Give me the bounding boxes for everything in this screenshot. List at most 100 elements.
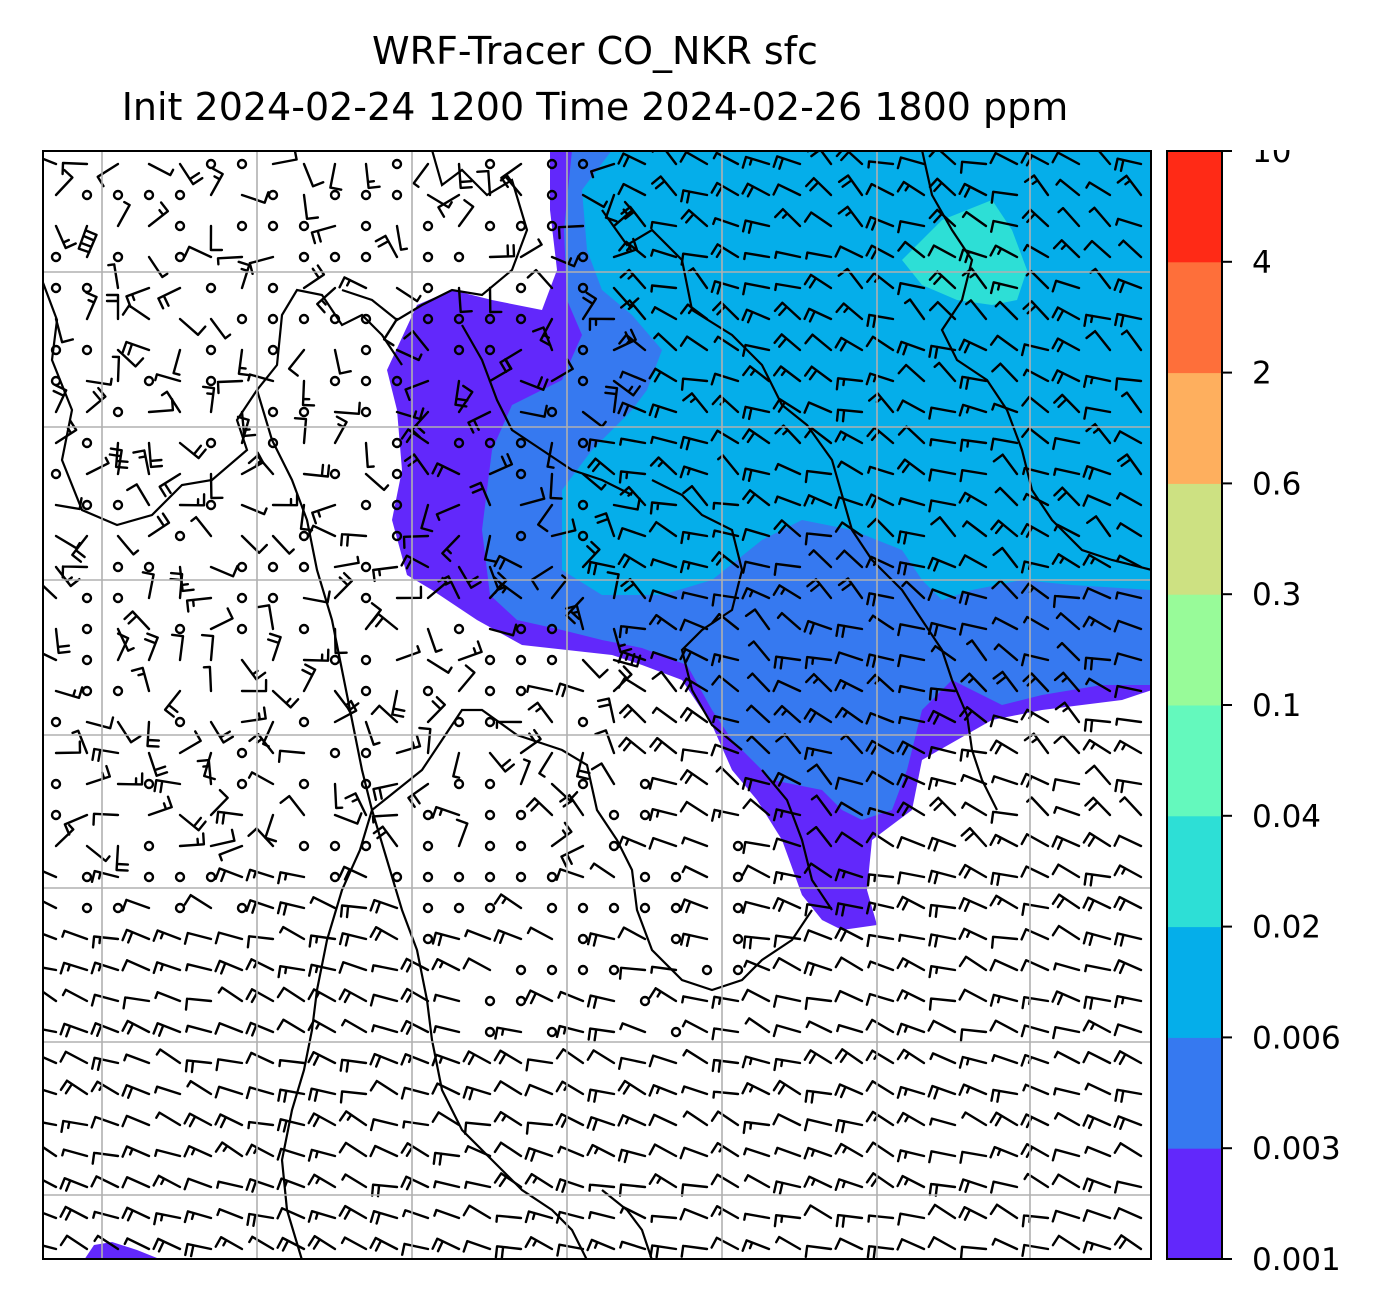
- wind-barb: [806, 763, 833, 786]
- wind-barb: [742, 935, 771, 950]
- calm-wind-marker: [50, 344, 62, 356]
- wind-barb: [928, 933, 957, 948]
- wind-barb: [431, 805, 461, 819]
- wind-barb: [42, 1121, 58, 1127]
- wind-barb: [1053, 734, 1081, 755]
- wind-barb: [469, 481, 492, 507]
- wind-barb: [121, 1114, 151, 1128]
- wind-barb: [1116, 174, 1143, 197]
- wind-barb: [1113, 652, 1143, 666]
- wind-barb: [648, 589, 678, 603]
- wind-barb: [834, 926, 864, 942]
- wind-barb: [302, 590, 331, 604]
- wind-barb: [867, 465, 895, 476]
- wind-barb: [152, 1022, 182, 1037]
- wind-barb: [743, 1147, 771, 1158]
- wind-barb: [834, 651, 864, 665]
- wind-barb: [617, 677, 647, 693]
- wind-barb: [865, 182, 895, 197]
- wind-barb: [302, 193, 320, 220]
- wind-barb: [1085, 330, 1112, 352]
- wind-barb: [59, 1022, 89, 1038]
- wind-barb: [493, 554, 523, 570]
- wind-barb: [586, 1049, 616, 1065]
- colorbar-box: [1167, 1037, 1222, 1149]
- colorbar-box: [1167, 1148, 1222, 1260]
- wind-barb: [42, 157, 58, 166]
- wind-barb: [1120, 391, 1143, 414]
- wind-barb: [994, 300, 1019, 321]
- wind-barb: [576, 751, 591, 781]
- wind-barb: [372, 565, 399, 583]
- wind-barb: [382, 317, 399, 347]
- wind-barb: [307, 1173, 337, 1189]
- wind-barb: [245, 899, 275, 914]
- wind-barb: [581, 291, 598, 321]
- wind-barb: [1082, 615, 1112, 631]
- wind-barb: [555, 1210, 585, 1224]
- wind-barb: [122, 996, 151, 1010]
- wind-barb: [966, 639, 988, 662]
- wind-barb: [711, 995, 740, 1009]
- wind-barb: [1114, 778, 1143, 794]
- wind-barb: [433, 1180, 461, 1189]
- wind-barb: [617, 401, 647, 417]
- wind-barb: [772, 957, 802, 972]
- wind-barb: [121, 1019, 151, 1035]
- wind-barb: [54, 627, 71, 655]
- wind-barb: [1113, 430, 1143, 445]
- wind-barb: [835, 549, 864, 569]
- wind-barb: [587, 1088, 616, 1103]
- calm-wind-marker: [422, 840, 434, 852]
- wind-barb: [495, 1214, 523, 1223]
- wind-barb: [581, 540, 601, 569]
- calm-wind-marker: [329, 654, 341, 666]
- wind-barb: [958, 927, 988, 941]
- wind-barb: [42, 966, 58, 972]
- wind-barb: [990, 810, 1019, 824]
- wind-barb: [61, 1148, 89, 1158]
- wind-barb: [178, 162, 204, 186]
- wind-barb: [155, 1048, 182, 1065]
- wind-barb: [897, 282, 926, 296]
- calm-wind-marker: [577, 251, 589, 263]
- calm-wind-marker: [422, 685, 434, 697]
- wind-barb: [804, 427, 833, 445]
- wind-barb: [1083, 406, 1112, 420]
- calm-wind-marker: [329, 251, 341, 263]
- wind-barb: [400, 1086, 430, 1100]
- wind-barb: [433, 1025, 461, 1034]
- wind-barb: [333, 348, 352, 375]
- wind-barb: [546, 441, 555, 469]
- wind-barb: [618, 240, 647, 259]
- wind-barb: [803, 307, 833, 323]
- wind-barb: [216, 1180, 244, 1189]
- wind-barb: [214, 1085, 244, 1099]
- wind-barb: [650, 965, 678, 974]
- wind-barb: [91, 1151, 120, 1165]
- wind-barb: [400, 1175, 430, 1191]
- wind-barb: [462, 1050, 492, 1066]
- wind-barb: [834, 989, 864, 1003]
- wind-barb: [216, 255, 244, 266]
- wind-barb: [617, 1114, 647, 1127]
- calm-wind-marker: [422, 871, 434, 883]
- wind-barb: [773, 994, 802, 1008]
- wind-barb: [710, 1236, 740, 1251]
- calm-wind-marker: [112, 592, 124, 604]
- calm-wind-marker: [546, 406, 558, 418]
- calm-wind-marker: [484, 809, 496, 821]
- wind-barb: [1082, 1051, 1112, 1065]
- wind-barb: [581, 658, 609, 679]
- wind-barb: [928, 270, 957, 290]
- wind-barb: [903, 298, 926, 321]
- wind-barb: [865, 770, 895, 786]
- calm-wind-marker: [360, 778, 372, 790]
- calm-wind-marker: [112, 189, 124, 201]
- wind-barb: [648, 1113, 678, 1127]
- wind-barb: [1115, 217, 1143, 228]
- wind-barb: [834, 706, 864, 724]
- wind-barb: [743, 1174, 771, 1189]
- wind-barb: [279, 925, 306, 941]
- wind-barb: [61, 988, 89, 1003]
